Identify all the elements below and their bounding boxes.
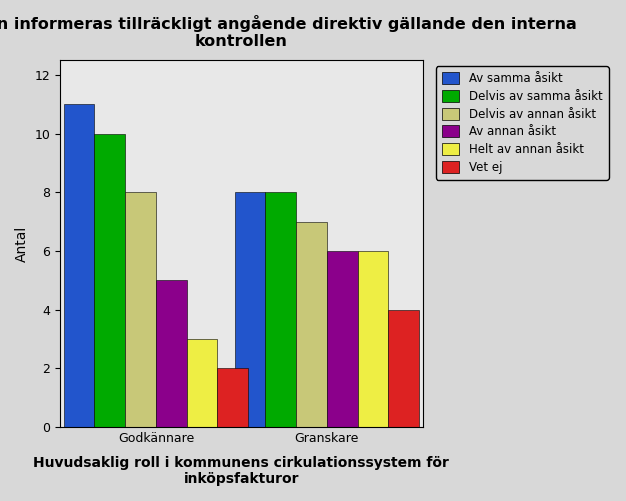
Bar: [187, 339, 217, 427]
Legend: Av samma åsikt, Delvis av samma åsikt, Delvis av annan åsikt, Av annan åsikt, He: Av samma åsikt, Delvis av samma åsikt, D…: [436, 66, 608, 180]
Bar: [357, 251, 389, 427]
Bar: [327, 251, 357, 427]
X-axis label: Huvudsaklig roll i kommunens cirkulationssystem för
inköpsfakturor: Huvudsaklig roll i kommunens cirkulation…: [33, 456, 449, 486]
Y-axis label: Antal: Antal: [15, 225, 29, 262]
Bar: [217, 368, 249, 427]
Bar: [125, 192, 156, 427]
Bar: [156, 280, 187, 427]
Bar: [296, 221, 327, 427]
Bar: [235, 192, 265, 427]
Title: Personalen informeras tillräckligt angående direktiv gällande den interna
kontro: Personalen informeras tillräckligt angåe…: [0, 15, 577, 50]
Bar: [95, 134, 125, 427]
Bar: [265, 192, 296, 427]
Bar: [389, 310, 419, 427]
Bar: [64, 104, 95, 427]
